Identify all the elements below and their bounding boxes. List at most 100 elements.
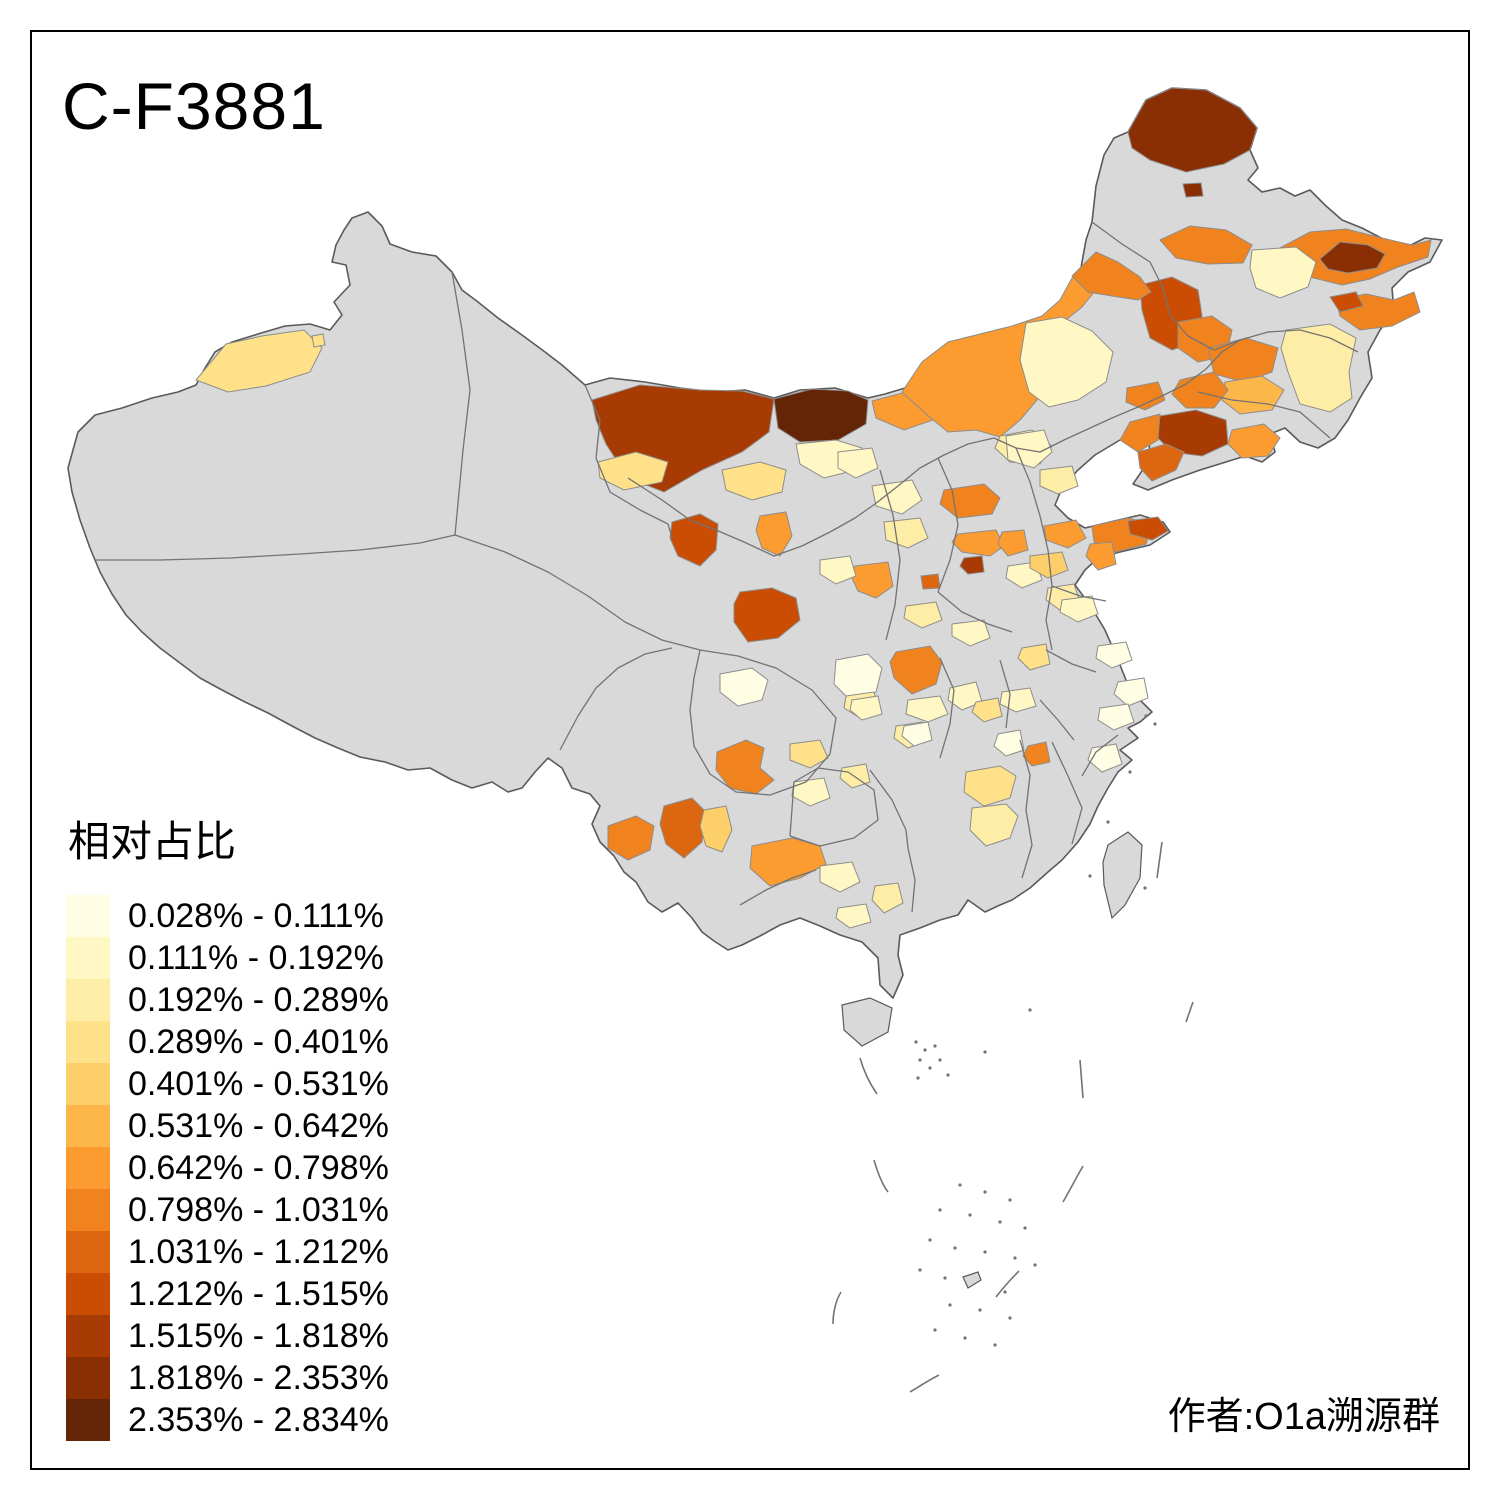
map-region bbox=[1227, 423, 1281, 459]
map-region bbox=[1249, 246, 1317, 299]
legend-swatch bbox=[66, 1147, 110, 1189]
map-region bbox=[1095, 641, 1133, 669]
map-region bbox=[871, 882, 904, 914]
map-region bbox=[733, 587, 801, 643]
legend: 相对占比 0.028% - 0.111% 0.111% - 0.192% 0.192… bbox=[66, 808, 389, 1441]
legend-item: 0.798% - 1.031% bbox=[66, 1189, 389, 1231]
legend-item: 1.818% - 2.353% bbox=[66, 1357, 389, 1399]
legend-item: 0.289% - 0.401% bbox=[66, 1021, 389, 1063]
legend-range-label: 0.192% - 0.289% bbox=[128, 980, 389, 1019]
map-region bbox=[819, 555, 857, 585]
map-region bbox=[1159, 225, 1253, 265]
legend-range-label: 0.028% - 0.111% bbox=[128, 896, 384, 935]
map-region bbox=[699, 805, 733, 853]
legend-item: 0.401% - 0.531% bbox=[66, 1063, 389, 1105]
legend-range-label: 0.111% - 0.192% bbox=[128, 938, 384, 977]
legend-range-label: 1.212% - 1.515% bbox=[128, 1274, 389, 1313]
map-region bbox=[901, 721, 933, 747]
nine-dash-line bbox=[832, 841, 1194, 1393]
map-region bbox=[1039, 465, 1079, 495]
map-region bbox=[993, 729, 1025, 757]
map-region bbox=[901, 262, 1099, 438]
map-region bbox=[833, 653, 883, 701]
legend-item: 2.353% - 2.834% bbox=[66, 1399, 389, 1441]
map-region bbox=[1182, 182, 1204, 198]
legend-swatch bbox=[66, 1315, 110, 1357]
map-region bbox=[889, 645, 943, 695]
legend-swatch bbox=[66, 1273, 110, 1315]
map-region bbox=[997, 529, 1029, 557]
legend-item: 1.212% - 1.515% bbox=[66, 1273, 389, 1315]
page-title: C-F3881 bbox=[62, 69, 326, 143]
map-region bbox=[607, 815, 655, 861]
hainan-island bbox=[841, 997, 893, 1047]
legend-item: 1.031% - 1.212% bbox=[66, 1231, 389, 1273]
china-mainland-outline bbox=[67, 87, 1443, 999]
map-region bbox=[1059, 595, 1099, 623]
map-region bbox=[849, 695, 883, 721]
legend-items: 0.028% - 0.111% 0.111% - 0.192% 0.192% - 0… bbox=[66, 895, 389, 1441]
map-region bbox=[1319, 241, 1386, 274]
legend-item: 0.111% - 0.192% bbox=[66, 937, 389, 979]
map-region bbox=[1017, 643, 1051, 671]
legend-range-label: 0.289% - 0.401% bbox=[128, 1022, 389, 1061]
legend-range-label: 1.515% - 1.818% bbox=[128, 1316, 389, 1355]
legend-swatch bbox=[66, 1105, 110, 1147]
attribution: 作者:O1a溯源群 bbox=[1167, 1396, 1440, 1438]
map-region bbox=[789, 739, 829, 769]
map-region bbox=[669, 513, 719, 567]
legend-item: 1.515% - 1.818% bbox=[66, 1315, 389, 1357]
map-region bbox=[969, 803, 1019, 847]
map-region bbox=[1155, 409, 1229, 457]
map-region bbox=[1097, 703, 1135, 731]
legend-swatch bbox=[66, 1063, 110, 1105]
legend-swatch bbox=[66, 895, 110, 937]
legend-range-label: 0.531% - 0.642% bbox=[128, 1106, 389, 1145]
map-region bbox=[791, 777, 831, 807]
map-region bbox=[951, 529, 1005, 557]
legend-item: 0.642% - 0.798% bbox=[66, 1147, 389, 1189]
legend-title: 相对占比 bbox=[68, 818, 237, 865]
map-region bbox=[1137, 443, 1185, 482]
legend-range-label: 2.353% - 2.834% bbox=[128, 1400, 389, 1439]
map-region bbox=[835, 903, 872, 929]
map-region bbox=[871, 479, 923, 515]
legend-range-label: 1.818% - 2.353% bbox=[128, 1358, 389, 1397]
legend-swatch bbox=[66, 1399, 110, 1441]
map-region bbox=[947, 681, 983, 711]
map-region bbox=[1119, 413, 1161, 453]
map-region bbox=[951, 619, 991, 647]
legend-swatch bbox=[66, 1231, 110, 1273]
map-region bbox=[719, 667, 769, 707]
map-region bbox=[755, 511, 793, 557]
map-region bbox=[903, 601, 943, 629]
map-region bbox=[1085, 541, 1117, 571]
legend-swatch bbox=[66, 937, 110, 979]
legend-swatch bbox=[66, 1189, 110, 1231]
south-sea-islet bbox=[962, 1271, 982, 1289]
legend-range-label: 0.642% - 0.798% bbox=[128, 1148, 389, 1187]
legend-range-label: 0.798% - 1.031% bbox=[128, 1190, 389, 1229]
legend-range-label: 0.401% - 0.531% bbox=[128, 1064, 389, 1103]
legend-item: 0.028% - 0.111% bbox=[66, 895, 389, 937]
province-borders bbox=[96, 221, 1359, 913]
map-region bbox=[1171, 371, 1229, 409]
map-region bbox=[1280, 323, 1357, 413]
map-region bbox=[905, 695, 949, 723]
map-region bbox=[311, 333, 326, 348]
map-region bbox=[195, 329, 323, 393]
map-region bbox=[819, 861, 861, 893]
legend-swatch bbox=[66, 1357, 110, 1399]
map-region bbox=[837, 447, 879, 479]
map-region bbox=[1029, 551, 1069, 579]
map-region bbox=[715, 739, 775, 795]
south-china-sea-islands bbox=[914, 714, 1157, 1347]
legend-item: 0.192% - 0.289% bbox=[66, 979, 389, 1021]
map-region bbox=[959, 555, 985, 575]
map-region bbox=[920, 573, 941, 590]
map-region bbox=[659, 797, 707, 859]
map-region bbox=[721, 461, 787, 501]
choropleth-regions bbox=[195, 87, 1432, 929]
map-region bbox=[1071, 251, 1152, 301]
